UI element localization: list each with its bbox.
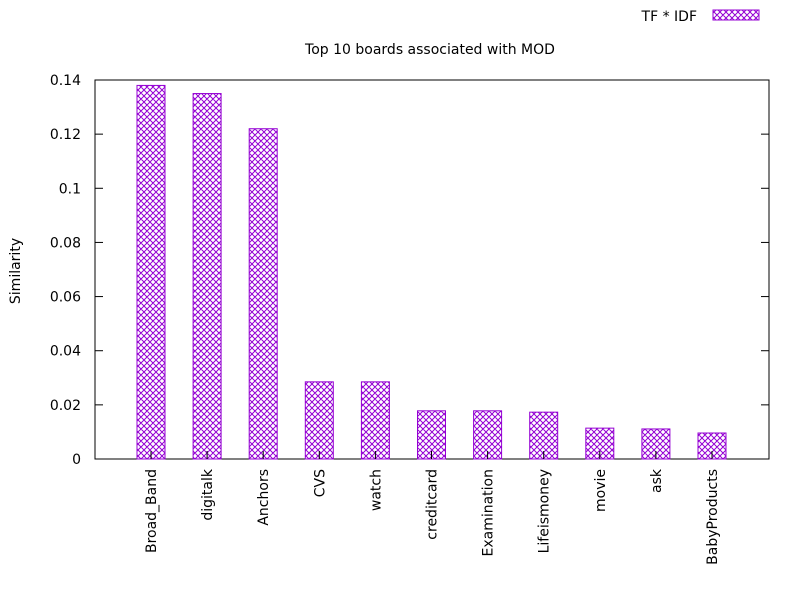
y-tick-label: 0.02 — [50, 398, 81, 414]
x-axis-ticks: Broad_Band digitalk Anchors CVS watch creditc… — [144, 451, 721, 565]
x-tick-label: Broad_Band — [144, 469, 160, 553]
bars — [136, 84, 727, 460]
bar-cvs — [304, 381, 334, 460]
bar-digitalk — [192, 93, 222, 460]
y-axis-ticks: 0 0.02 0.04 0.06 0.08 0.1 0.12 0.14 — [50, 73, 769, 468]
bar-broad-band — [136, 84, 166, 460]
x-tick-label: CVS — [312, 469, 328, 497]
y-tick-label: 0.14 — [50, 73, 81, 89]
x-tick-label: movie — [593, 469, 609, 512]
y-tick-label: 0.06 — [50, 290, 81, 306]
chart-title: Top 10 boards associated with MOD — [304, 42, 555, 58]
x-tick-label: Examination — [481, 469, 497, 557]
x-tick-label: ask — [649, 468, 665, 493]
x-tick-label: Lifeismoney — [537, 469, 553, 553]
legend-swatch — [712, 9, 760, 21]
y-tick-label: 0.08 — [50, 235, 81, 251]
x-tick-label: Anchors — [256, 469, 272, 526]
x-tick-label: digitalk — [200, 468, 216, 521]
bar-anchors — [248, 128, 278, 460]
x-tick-label: BabyProducts — [705, 469, 721, 565]
y-tick-label: 0 — [72, 452, 81, 468]
y-axis-label: Similarity — [8, 238, 24, 304]
bar-watch — [360, 381, 390, 460]
y-tick-label: 0.1 — [59, 181, 81, 197]
x-tick-label: creditcard — [425, 469, 441, 540]
y-tick-label: 0.04 — [50, 344, 81, 360]
legend-label: TF * IDF — [641, 9, 697, 25]
y-tick-label: 0.12 — [50, 127, 81, 143]
x-tick-label: watch — [368, 469, 384, 511]
